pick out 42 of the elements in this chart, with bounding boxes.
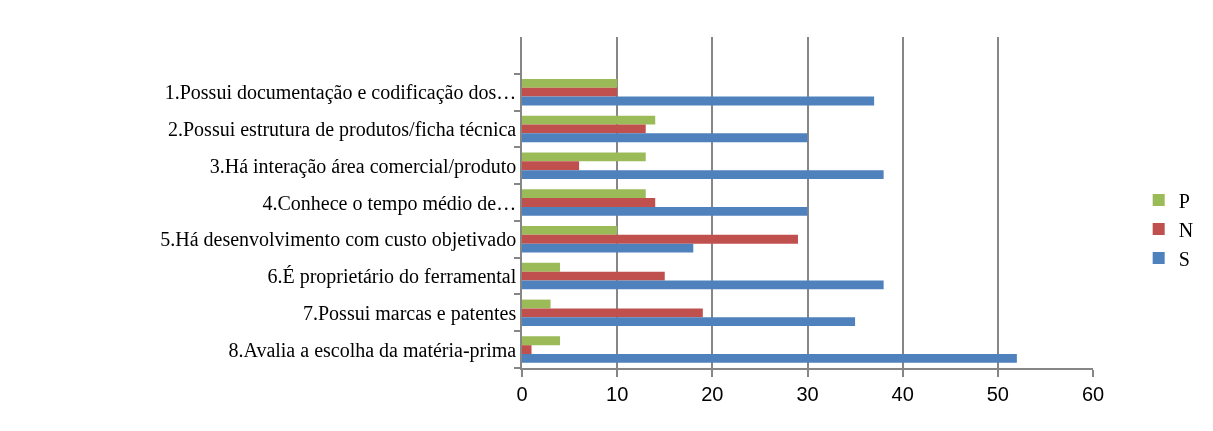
y-tick-label: 7.Possui marcas e patentes (302, 301, 517, 325)
bar (522, 243, 694, 253)
bar (522, 152, 646, 162)
bar (522, 308, 703, 318)
y-tick-label: 2.Possui estrutura de produtos/ficha técnica (168, 117, 517, 141)
y-tick-label: 6.É proprietário do ferramental (267, 265, 517, 289)
bar (522, 280, 884, 290)
bar (522, 354, 1017, 363)
x-tick-label: 50 (986, 382, 1009, 405)
y-tick-label: 8.Avalia a escolha da matéria-prima (228, 338, 517, 362)
bar (522, 161, 580, 171)
bar (522, 189, 646, 199)
legend-label: S (1178, 247, 1190, 270)
bar (522, 87, 618, 97)
bar (522, 271, 665, 281)
bar (522, 206, 808, 216)
bar (522, 96, 875, 106)
bar (522, 317, 856, 327)
y-tick-label: 1.Possui documentação e codificação dos… (164, 81, 517, 105)
legend-label: N (1178, 218, 1194, 241)
x-tick-label: 10 (606, 382, 629, 405)
bar (522, 226, 618, 235)
bar (522, 198, 656, 207)
x-tick-label: 30 (796, 382, 819, 405)
legend-label: P (1178, 189, 1190, 212)
bar (522, 336, 561, 346)
x-tick-label: 0 (516, 382, 528, 405)
y-tick-label: 5.Há desenvolvimento com custo objetivado (160, 228, 517, 252)
bar (522, 124, 646, 134)
bar (522, 299, 551, 309)
y-tick-label: 4.Conhece o tempo médio de… (262, 191, 517, 215)
y-tick-label: 3.Há interação área comercial/produto (209, 154, 517, 178)
bar (522, 133, 808, 143)
bar (522, 78, 618, 88)
bar (522, 115, 656, 125)
x-tick-label: 20 (701, 382, 724, 405)
x-tick-label: 60 (1081, 382, 1105, 405)
x-tick-label: 40 (891, 382, 914, 405)
bar (522, 262, 561, 272)
bar (522, 345, 532, 355)
bar (522, 234, 798, 244)
bar (522, 170, 884, 179)
